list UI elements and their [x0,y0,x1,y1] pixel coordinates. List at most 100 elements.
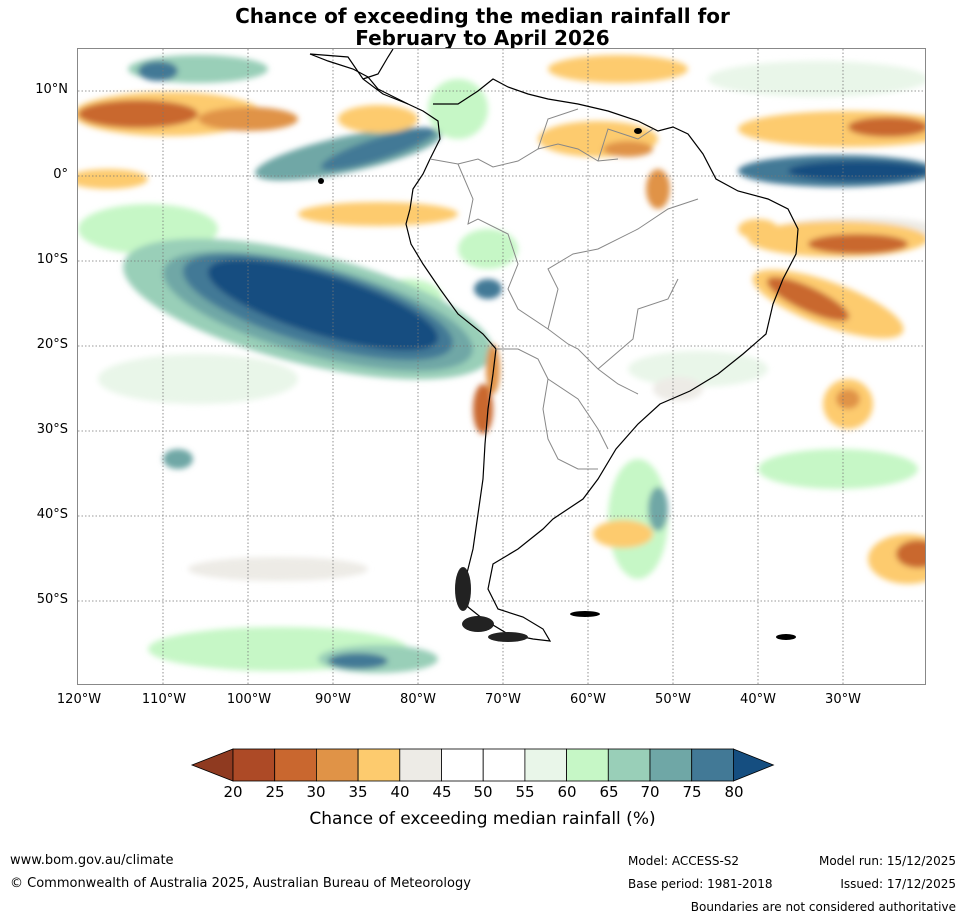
map-title-line-1: Chance of exceeding the median rainfall … [235,4,730,28]
probability-shading [78,55,925,673]
lon-label-90w: 90°W [315,692,351,707]
colorbar-tick: 20 [223,783,243,801]
shade-patch [458,229,518,269]
colorbar-tick: 25 [265,783,285,801]
shade-patch [328,653,388,669]
colorbar-tick: 70 [640,783,660,801]
shade-patch [808,234,908,254]
shade-patch [207,259,439,351]
colorbar-segment [524,748,567,782]
south-georgia [776,634,796,640]
colorbar-tick: 55 [515,783,535,801]
colorbar-arrow-low [190,748,234,782]
lat-label-40s: 40°S [36,507,68,522]
colorbar-tick: 75 [682,783,702,801]
rainfall-map-svg [78,49,925,684]
shade-patch [338,105,418,133]
colorbar-segment [232,748,276,782]
shade-patch [646,169,670,209]
lon-label-30w: 30°W [825,692,861,707]
lat-label-20s: 20°S [36,337,68,352]
tierra-del-fuego [488,632,528,642]
colorbar-segment [482,748,526,782]
shade-patch [608,459,668,579]
colorbar-label: Chance of exceeding median rainfall (%) [309,809,656,829]
shade-patch [603,141,653,157]
fjord-cluster [462,616,494,632]
lon-label-110w: 110°W [141,692,187,707]
map-title-line-2: February to April 2026 [355,26,610,50]
shade-patch [320,127,436,171]
lon-label-50w: 50°W [655,692,691,707]
colorbar-tick: 50 [473,783,493,801]
colorbar-tick: 40 [390,783,410,801]
shade-patch [138,61,178,81]
colorbar-tick: 80 [724,783,744,801]
shade-patch [98,354,298,404]
colorbar-arrow-high [733,748,775,782]
shade-patch [708,61,925,97]
shade-patch [188,557,368,581]
shade-patch [653,377,703,401]
south-america-coastline [309,53,799,642]
lon-label-120w: 120°W [56,692,102,707]
country-borders [429,108,699,470]
falkland-islands [570,611,600,617]
colorbar-tick: 35 [348,783,368,801]
colorbar-tick: 65 [599,783,619,801]
colorbar-segment [274,748,317,782]
colorbar-segment [691,748,734,782]
lat-label-0: 0° [53,167,68,182]
footer-base-period: Base period: 1981-2018 [628,877,773,891]
lat-label-10s: 10°S [36,252,68,267]
colorbar-tick: 45 [432,783,452,801]
colorbar-segment [399,748,442,782]
shade-patch [473,384,493,434]
shade-patch [758,449,918,489]
shade-patch [298,202,458,226]
colorbar-segment [357,748,401,782]
shade-patch [848,117,925,137]
footer-boundaries-note: Boundaries are not considered authoritat… [690,900,956,914]
shade-patch [474,279,502,299]
colorbar-tick: 30 [306,783,326,801]
lon-label-40w: 40°W [740,692,776,707]
footer-copyright: © Commonwealth of Australia 2025, Austra… [10,876,471,891]
fjord-cluster [455,567,471,611]
chile-fjords [455,567,528,642]
lon-label-60w: 60°W [570,692,606,707]
shade-patch [163,449,193,469]
colorbar-segment [316,748,359,782]
shade-patch [766,277,850,321]
colorbar-tick: 60 [557,783,577,801]
shade-patch [648,487,668,531]
footer-model: Model: ACCESS-S2 [628,854,740,868]
colorbar [190,748,775,782]
footer-website: www.bom.gov.au/climate [10,853,174,868]
central-america-coastline [309,49,409,105]
shade-patch [896,540,925,568]
galapagos-islands [318,178,324,184]
islands [318,128,796,640]
trinidad [634,128,642,134]
rainfall-map [77,48,926,685]
lat-label-50s: 50°S [36,592,68,607]
shade-patch [78,100,198,128]
footer-model-run: Model run: 15/12/2025 [818,854,956,868]
footer-issued: Issued: 17/12/2025 [840,877,956,891]
shade-patch [788,161,925,181]
colorbar-segment [649,748,693,782]
shade-patch [628,351,768,387]
shade-patch [428,79,488,139]
shade-patch [593,520,653,548]
shade-patch [78,169,148,189]
colorbar-segment [607,748,651,782]
lat-label-30s: 30°S [36,422,68,437]
lat-label-10n: 10°N [35,82,68,97]
lon-label-70w: 70°W [485,692,521,707]
shade-patch [836,389,860,409]
shade-patch [548,55,688,83]
lon-label-100w: 100°W [226,692,272,707]
colorbar-segment [566,748,609,782]
colorbar-segment [441,748,484,782]
